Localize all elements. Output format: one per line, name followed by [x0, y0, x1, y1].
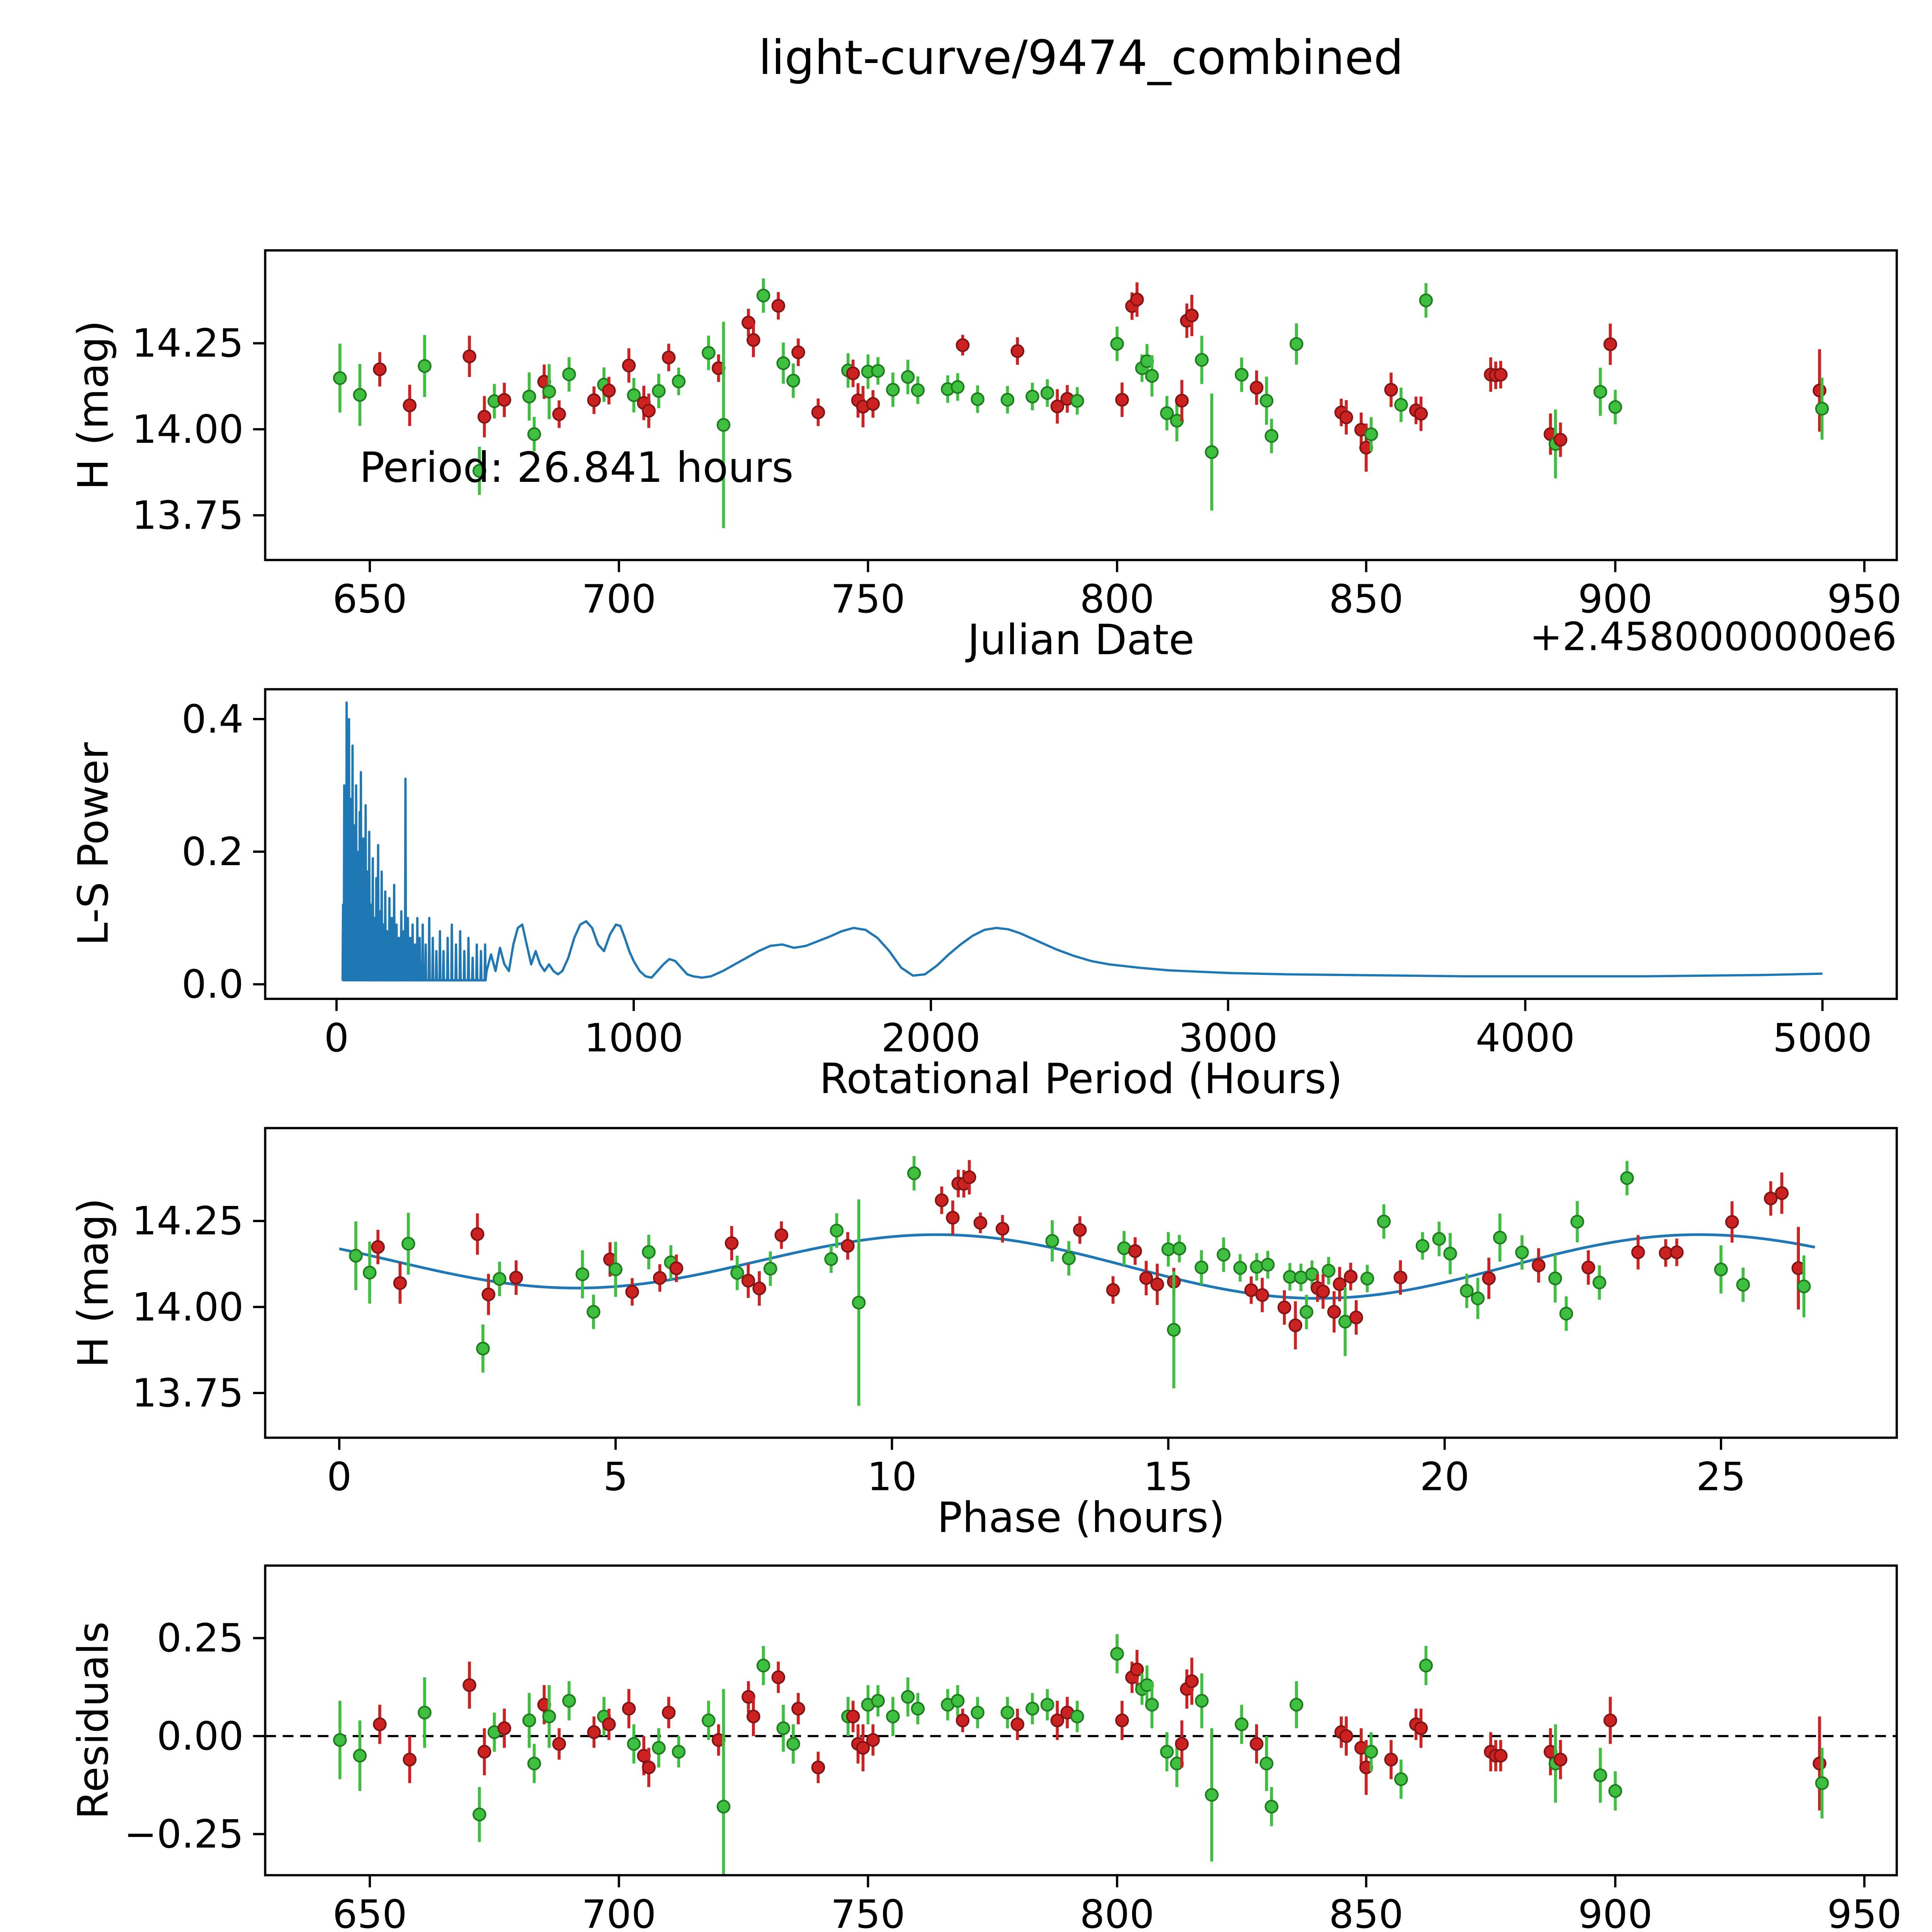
periodogram-panel: 0 1000 2000 3000 4000 5000 0.0 0.2 0.4 Rotationa… — [70, 688, 1898, 1103]
periodogram-ylabel: L-S Power — [70, 742, 118, 946]
phase-ylabel: H (mag) — [70, 1198, 118, 1368]
svg-text:13.75: 13.75 — [132, 1370, 243, 1416]
svg-text:0.4: 0.4 — [182, 696, 244, 742]
residuals-panel: 650 700 750 800 850 900 950 0.25 0.00 −0.25 Julia… — [70, 1564, 1902, 1932]
svg-text:25: 25 — [1696, 1454, 1746, 1500]
lightcurve-offset-text: +2.4580000000e6 — [1530, 614, 1897, 660]
svg-text:4000: 4000 — [1476, 1015, 1575, 1061]
svg-text:900: 900 — [1578, 576, 1653, 622]
svg-text:3000: 3000 — [1179, 1015, 1278, 1061]
svg-text:2000: 2000 — [881, 1015, 981, 1061]
svg-text:5: 5 — [603, 1454, 628, 1500]
svg-text:950: 950 — [1827, 576, 1902, 622]
periodogram-curve — [341, 701, 1823, 981]
residuals-axes: 650 700 750 800 850 900 950 0.25 0.00 −0.25 — [124, 1564, 1902, 1932]
svg-text:850: 850 — [1329, 1891, 1403, 1932]
svg-text:14.00: 14.00 — [132, 1284, 243, 1330]
periodogram-xlabel: Rotational Period (Hours) — [820, 1055, 1343, 1103]
svg-text:0.00: 0.00 — [157, 1713, 244, 1759]
svg-text:0: 0 — [327, 1454, 352, 1500]
svg-text:800: 800 — [1080, 1891, 1155, 1932]
residuals-ylabel: Residuals — [70, 1621, 118, 1819]
svg-text:1000: 1000 — [584, 1015, 683, 1061]
svg-text:650: 650 — [333, 1891, 407, 1932]
lightcurve-xlabel: Julian Date — [965, 616, 1194, 664]
svg-text:900: 900 — [1578, 1891, 1653, 1932]
svg-text:10: 10 — [867, 1454, 917, 1500]
svg-text:700: 700 — [582, 576, 656, 622]
svg-text:0.0: 0.0 — [182, 961, 244, 1007]
svg-text:950: 950 — [1827, 1891, 1902, 1932]
figure-title: light-curve/9474_combined — [759, 31, 1403, 85]
svg-text:−0.25: −0.25 — [124, 1811, 244, 1857]
period-annotation: Period: 26.841 hours — [359, 444, 793, 492]
residuals-offset-text: +2.4580000000e6 — [1530, 1929, 1897, 1932]
svg-text:15: 15 — [1143, 1454, 1193, 1500]
svg-text:850: 850 — [1329, 576, 1403, 622]
svg-text:700: 700 — [582, 1891, 656, 1932]
svg-text:20: 20 — [1420, 1454, 1469, 1500]
residuals-xlabel: Julian Date — [965, 1931, 1194, 1932]
svg-text:13.75: 13.75 — [132, 492, 243, 538]
svg-text:0: 0 — [324, 1015, 349, 1061]
svg-text:750: 750 — [831, 576, 905, 622]
phase-points-and-fit — [339, 1156, 1815, 1406]
svg-text:750: 750 — [831, 1891, 905, 1932]
svg-text:14.00: 14.00 — [132, 406, 243, 452]
svg-text:5000: 5000 — [1773, 1015, 1872, 1061]
lightcurve-ylabel: H (mag) — [70, 320, 118, 490]
periodogram-axes: 0 1000 2000 3000 4000 5000 0.0 0.2 0.4 — [182, 688, 1898, 1061]
svg-text:0.25: 0.25 — [157, 1615, 244, 1661]
residuals-points — [265, 1634, 1897, 1876]
svg-text:650: 650 — [333, 576, 407, 622]
svg-text:14.25: 14.25 — [132, 1198, 243, 1244]
lightcurve-panel: 650 700 750 800 850 900 950 14.25 14.00 13.75 Per… — [70, 249, 1902, 664]
lightcurve-points — [333, 278, 1829, 528]
svg-text:0.2: 0.2 — [182, 829, 244, 874]
phase-axes: 0 5 10 15 20 25 14.25 14.00 13.75 — [132, 1127, 1898, 1500]
phase-xlabel: Phase (hours) — [937, 1494, 1225, 1542]
svg-text:800: 800 — [1080, 576, 1155, 622]
lightcurve-axes: 650 700 750 800 850 900 950 14.25 14.00 13.75 — [132, 249, 1902, 622]
svg-text:14.25: 14.25 — [132, 320, 243, 366]
